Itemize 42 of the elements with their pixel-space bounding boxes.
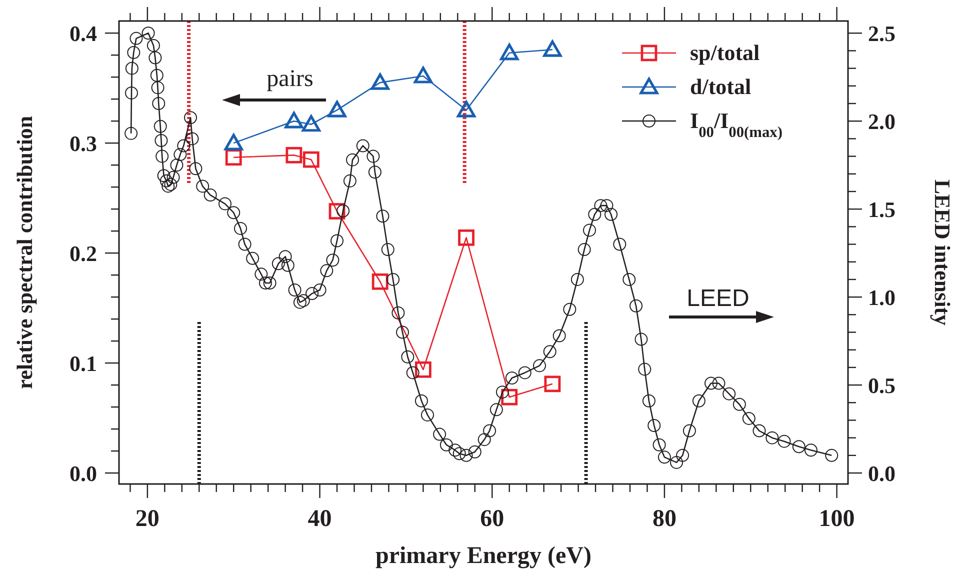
point (414, 66, 432, 84)
y-tick-label: 0.4 (70, 21, 97, 46)
x-tick-label: 100 (818, 506, 855, 532)
x-tick-label: 60 (480, 506, 504, 532)
point (302, 115, 320, 132)
annotation: LEED (686, 285, 750, 312)
point (302, 151, 320, 168)
y2-tick-label: 1.5 (868, 197, 896, 222)
point (458, 229, 474, 246)
point (370, 73, 390, 90)
point (500, 44, 519, 60)
point (328, 100, 346, 118)
legend-label: d/total (690, 74, 752, 99)
point (414, 361, 432, 378)
y-tick-label: 0.3 (70, 131, 97, 156)
point (284, 112, 304, 128)
x-tick-label: 20 (135, 506, 160, 532)
legend-label: sp/total (690, 40, 760, 65)
x-axis-title: primary Energy (eV) (376, 543, 592, 569)
y-tick-label: 0.2 (70, 241, 97, 266)
point (372, 273, 388, 290)
y2-axis-title: LEED intensity (930, 179, 955, 326)
y2-tick-label: 0.5 (868, 373, 896, 398)
y-tick-label: 0.1 (70, 351, 97, 376)
point (456, 100, 476, 118)
y2-tick-label: 2.5 (868, 21, 896, 46)
y-axis-title: relative spectral contribution (12, 116, 37, 390)
legend-label: I$_{00}$/I$_{00(max)}$ (690, 108, 782, 140)
point (543, 40, 562, 57)
y-tick-label: 0.0 (70, 461, 97, 486)
point (224, 134, 243, 150)
point (286, 146, 302, 164)
point (225, 149, 242, 166)
x-tick-label: 80 (652, 506, 676, 532)
y2-tick-label: 2.0 (868, 109, 896, 134)
x-tick-label: 40 (308, 506, 332, 532)
point (501, 388, 518, 406)
annotation: pairs (266, 66, 314, 92)
y2-tick-label: 0.0 (868, 461, 896, 486)
y2-tick-label: 1.0 (868, 285, 896, 310)
point (544, 376, 561, 392)
point (328, 203, 346, 220)
